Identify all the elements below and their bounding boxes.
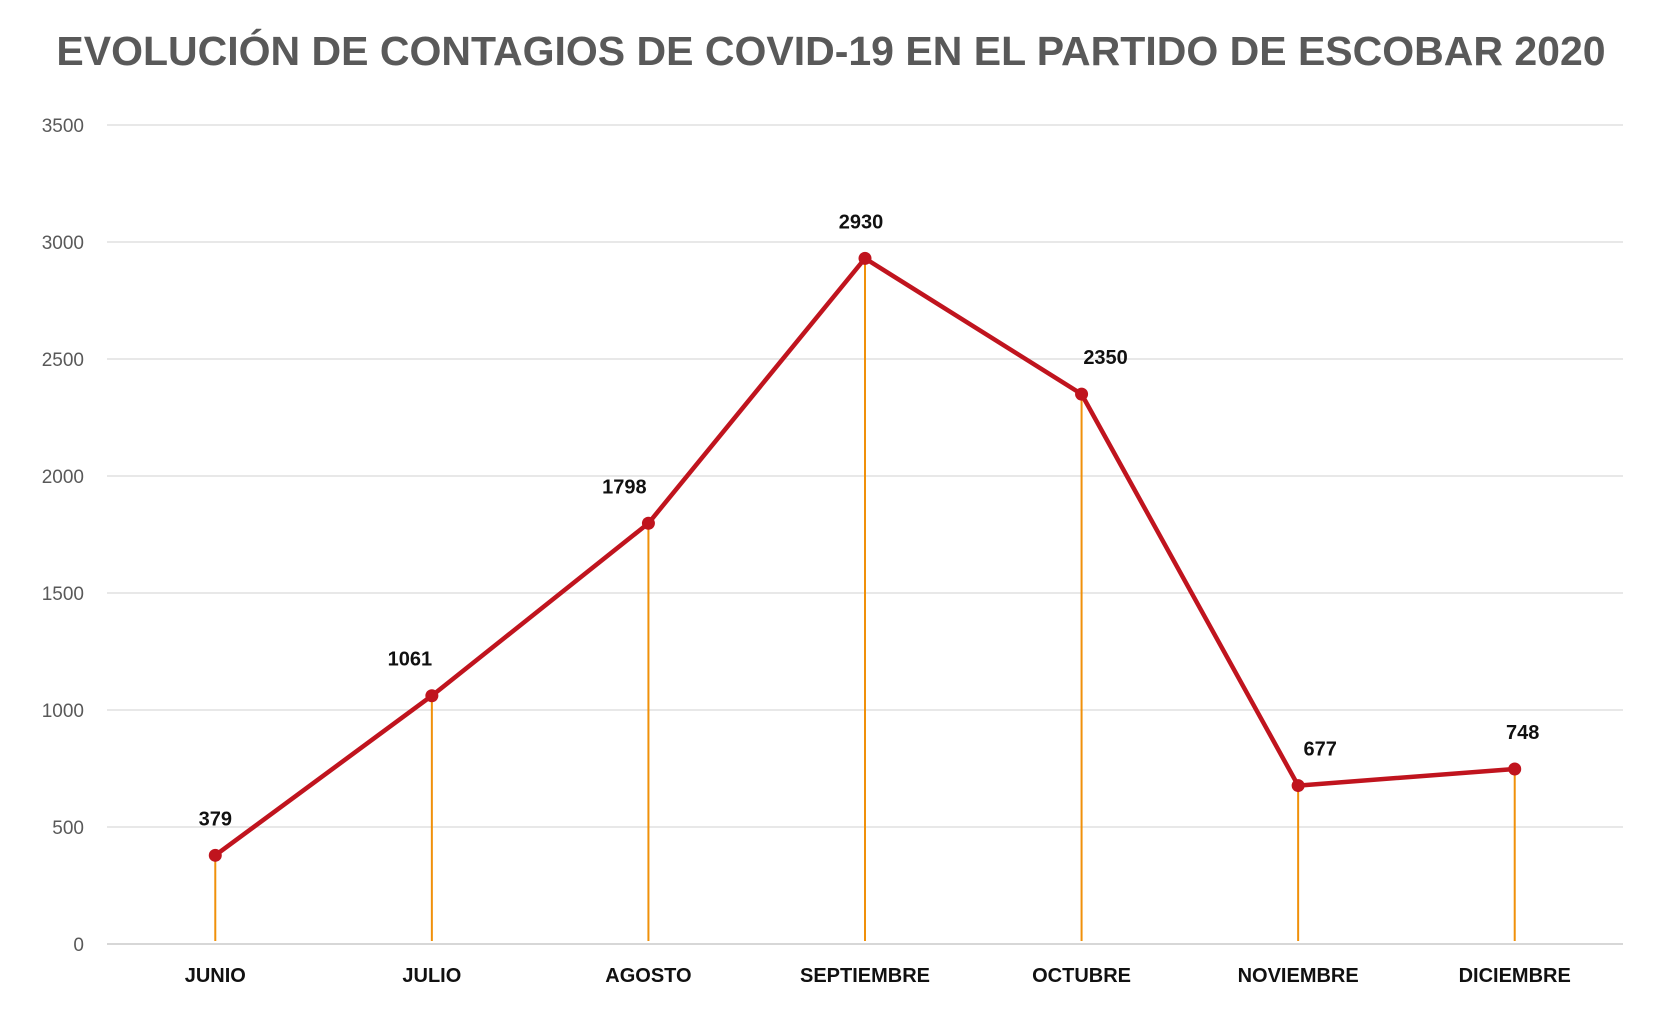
x-tick-label: JUNIO [185,965,246,987]
y-tick-label: 3000 [42,233,84,254]
x-tick-label: JULIO [402,965,461,987]
y-tick-label: 3500 [42,116,84,137]
data-label: 677 [1303,739,1336,761]
data-label: 2930 [839,211,884,233]
data-point [1075,387,1089,401]
y-tick-label: 1000 [42,701,84,722]
data-label: 379 [199,808,232,830]
y-tick-label: 2000 [42,467,84,488]
data-label: 1061 [388,649,433,671]
x-tick-label: NOVIEMBRE [1238,965,1359,987]
x-tick-label: DICIEMBRE [1459,965,1571,987]
y-tick-label: 0 [73,935,84,956]
y-tick-label: 1500 [42,584,84,605]
y-tick-label: 2500 [42,350,84,371]
data-point [1291,779,1305,793]
x-tick-label: SEPTIEMBRE [800,965,930,987]
data-label: 1798 [602,476,647,498]
data-point [641,516,655,530]
data-point [208,848,222,862]
data-label: 748 [1506,722,1539,744]
data-point [858,251,872,265]
chart-title: EVOLUCIÓN DE CONTAGIOS DE COVID-19 EN EL… [56,28,1606,74]
x-tick-label: OCTUBRE [1032,965,1131,987]
data-label: 2350 [1083,347,1128,369]
data-point [1508,762,1522,776]
y-tick-label: 500 [52,818,84,839]
data-point [425,689,439,703]
x-tick-label: AGOSTO [605,965,691,987]
